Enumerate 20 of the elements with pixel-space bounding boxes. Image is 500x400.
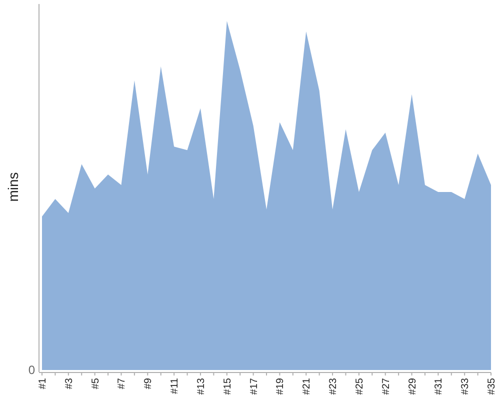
x-tick-label: #1 xyxy=(38,378,48,390)
x-tick-label: #29 xyxy=(407,378,418,395)
x-tick-label: #3 xyxy=(64,378,75,390)
y-axis-title: mins xyxy=(5,172,21,202)
x-tick-label: #9 xyxy=(143,378,154,390)
x-tick-label: #35 xyxy=(486,378,498,395)
x-tick-label: #17 xyxy=(248,378,260,395)
x-tick-label: #15 xyxy=(222,378,234,395)
x-tick-label: #19 xyxy=(275,378,286,395)
x-tick-label: #23 xyxy=(328,378,340,395)
x-tick-label: #5 xyxy=(90,378,102,390)
text: 0 xyxy=(28,363,36,378)
x-tick-label: #33 xyxy=(460,378,472,395)
x-tick-label: #31 xyxy=(434,378,445,395)
x-tick-label: #13 xyxy=(196,378,207,395)
x-tick-label: #11 xyxy=(170,378,181,394)
x-tick-label: #27 xyxy=(380,378,392,395)
x-tick-label: #21 xyxy=(302,378,313,395)
x-tick-label: #25 xyxy=(354,378,366,395)
x-tick-label: #7 xyxy=(116,378,128,390)
